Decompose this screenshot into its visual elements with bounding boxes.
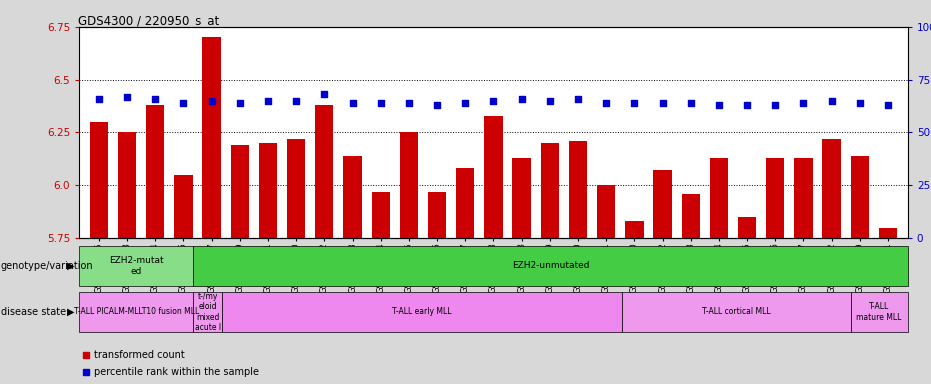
Bar [822, 139, 841, 238]
Bar [794, 158, 813, 238]
Point [119, 93, 134, 99]
Bar [738, 217, 756, 238]
Text: transformed count: transformed count [94, 350, 184, 360]
Bar [259, 143, 277, 238]
Point [824, 98, 839, 104]
Bar [681, 194, 700, 238]
Bar [344, 156, 361, 238]
Bar [512, 158, 531, 238]
Bar [626, 221, 643, 238]
Point [768, 102, 783, 108]
Bar [202, 37, 221, 238]
Point [91, 96, 106, 102]
Point [627, 100, 641, 106]
Text: ▶: ▶ [67, 307, 74, 317]
Text: EZH2-mutat
ed: EZH2-mutat ed [109, 256, 164, 276]
Bar [709, 158, 728, 238]
Bar [766, 158, 785, 238]
Text: genotype/variation: genotype/variation [1, 261, 93, 271]
Bar [371, 192, 390, 238]
Bar [79, 292, 194, 332]
Bar [399, 132, 418, 238]
Bar [879, 227, 897, 238]
Point [429, 102, 444, 108]
Text: T-ALL early MLL: T-ALL early MLL [392, 308, 452, 316]
Bar [146, 105, 165, 238]
Point [796, 100, 811, 106]
Text: T-ALL
mature MLL: T-ALL mature MLL [857, 302, 902, 322]
Point [148, 96, 163, 102]
Text: EZH2-unmutated: EZH2-unmutated [512, 262, 589, 270]
Bar [541, 143, 559, 238]
Text: GDS4300 / 220950_s_at: GDS4300 / 220950_s_at [78, 14, 220, 27]
Bar [456, 168, 475, 238]
Bar [79, 246, 194, 286]
Bar [622, 292, 851, 332]
Text: ▶: ▶ [67, 261, 74, 271]
Bar [851, 156, 869, 238]
Text: disease state: disease state [1, 307, 66, 317]
Point [204, 98, 219, 104]
Bar [654, 170, 671, 238]
Bar [118, 132, 136, 238]
Bar [597, 185, 615, 238]
Bar [194, 246, 908, 286]
Bar [287, 139, 305, 238]
Point [853, 100, 868, 106]
Bar [569, 141, 587, 238]
Point [345, 100, 360, 106]
Bar [316, 105, 333, 238]
Point [683, 100, 698, 106]
Point [571, 96, 586, 102]
Text: T-ALL cortical MLL: T-ALL cortical MLL [702, 308, 771, 316]
Bar [89, 122, 108, 238]
Bar [428, 192, 446, 238]
Point [401, 100, 416, 106]
Point [881, 102, 896, 108]
Point [458, 100, 473, 106]
Point [486, 98, 501, 104]
Point [261, 98, 276, 104]
Bar [194, 292, 222, 332]
Bar [222, 292, 622, 332]
Point [233, 100, 248, 106]
Bar [174, 175, 193, 238]
Point [514, 96, 529, 102]
Bar [851, 292, 908, 332]
Text: t-/my
eloid
mixed
acute l: t-/my eloid mixed acute l [195, 292, 221, 332]
Point [289, 98, 304, 104]
Bar [231, 145, 249, 238]
Point [739, 102, 754, 108]
Point [317, 91, 331, 98]
Point [711, 102, 726, 108]
Point [599, 100, 614, 106]
Bar [484, 116, 503, 238]
Text: T-ALL PICALM-MLLT10 fusion MLL: T-ALL PICALM-MLLT10 fusion MLL [74, 308, 199, 316]
Point [176, 100, 191, 106]
Point [655, 100, 670, 106]
Point [543, 98, 558, 104]
Point [373, 100, 388, 106]
Text: percentile rank within the sample: percentile rank within the sample [94, 367, 259, 377]
